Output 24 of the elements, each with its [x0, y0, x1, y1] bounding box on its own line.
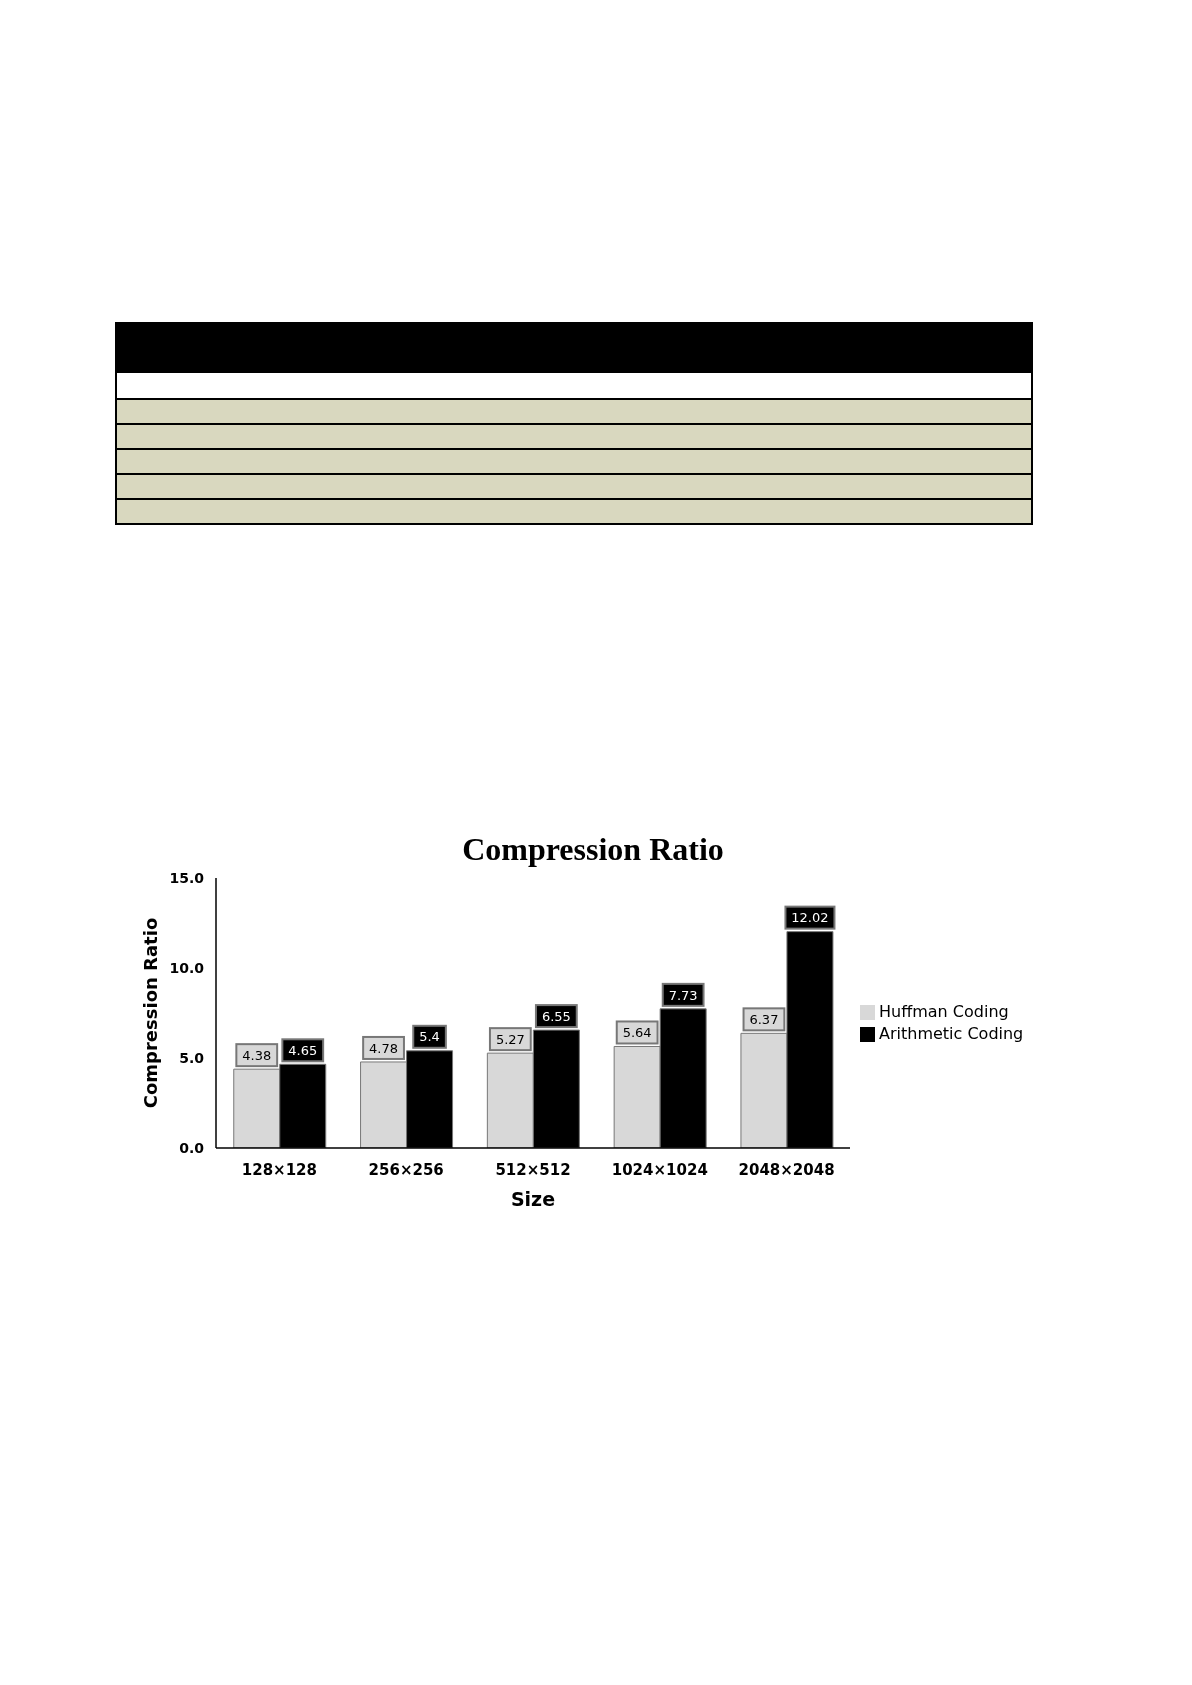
y-tick-label: 15.0	[169, 869, 205, 886]
x-tick-label: 2048×2048	[738, 1160, 835, 1179]
x-tick-label: 1024×1024	[611, 1160, 708, 1179]
data-label: 12.02	[791, 910, 829, 926]
data-label: 4.78	[369, 1040, 399, 1056]
data-label: 5.4	[419, 1029, 440, 1045]
data-label: 5.64	[622, 1025, 652, 1041]
x-tick-label: 512×512	[495, 1160, 571, 1179]
data-label: 4.38	[242, 1047, 272, 1063]
data-label: 5.27	[495, 1031, 525, 1047]
legend-label: Huffman Coding	[879, 1002, 1009, 1021]
x-axis-title: Size	[510, 1188, 556, 1210]
data-label: 7.73	[668, 987, 698, 1003]
data-label: 6.55	[541, 1008, 571, 1024]
y-tick-label: 10.0	[169, 959, 205, 976]
data-label: 4.65	[288, 1042, 318, 1058]
y-tick-label: 5.0	[179, 1049, 205, 1066]
data-label: 6.37	[749, 1012, 779, 1028]
legend-label: Arithmetic Coding	[879, 1024, 1024, 1043]
x-tick-label: 128×128	[241, 1160, 317, 1179]
y-tick-label: 0.0	[179, 1139, 205, 1156]
y-axis-title: Compression Ratio	[139, 917, 161, 1109]
chart-title: Compression Ratio	[461, 830, 725, 869]
x-tick-label: 256×256	[368, 1160, 444, 1179]
